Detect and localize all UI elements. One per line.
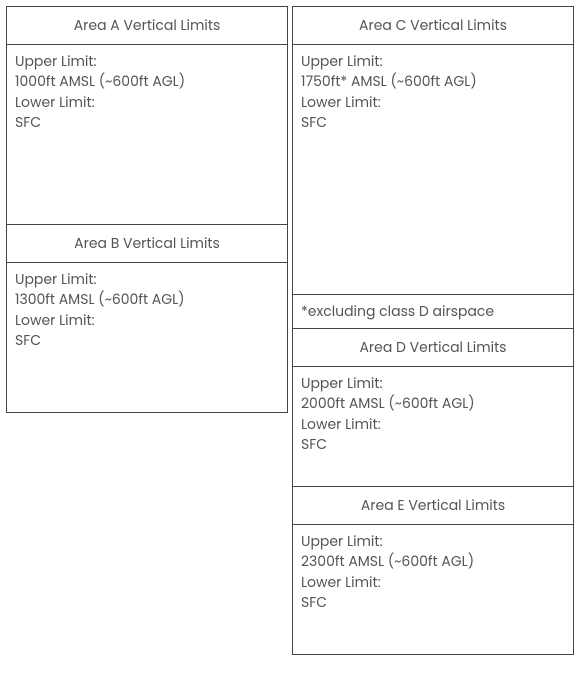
right-column: Area C Vertical Limits Upper Limit: 1750… — [292, 6, 574, 655]
area-c-body: Upper Limit: 1750ft* AMSL (~600ft AGL) L… — [293, 44, 573, 294]
area-c-lower-value: SFC — [301, 112, 565, 132]
area-d-lower-label: Lower Limit: — [301, 414, 565, 434]
area-e-title: Area E Vertical Limits — [293, 487, 573, 524]
area-e-upper-label: Upper Limit: — [301, 531, 565, 551]
area-d-lower-value: SFC — [301, 434, 565, 454]
area-c-lower-label: Lower Limit: — [301, 92, 565, 112]
area-d-upper-value: 2000ft AMSL (~600ft AGL) — [301, 393, 565, 413]
area-b-upper-label: Upper Limit: — [15, 269, 279, 289]
area-c-title: Area C Vertical Limits — [293, 7, 573, 44]
area-e-lower-value: SFC — [301, 592, 565, 612]
area-a-body: Upper Limit: 1000ft AMSL (~600ft AGL) Lo… — [7, 44, 287, 224]
area-b-title: Area B Vertical Limits — [7, 225, 287, 262]
area-a-lower-label: Lower Limit: — [15, 92, 279, 112]
area-d-upper-label: Upper Limit: — [301, 373, 565, 393]
area-a-lower-value: SFC — [15, 112, 279, 132]
left-column: Area A Vertical Limits Upper Limit: 1000… — [6, 6, 288, 413]
area-c-box: Area C Vertical Limits Upper Limit: 1750… — [292, 6, 574, 329]
area-a-upper-label: Upper Limit: — [15, 51, 279, 71]
area-c-upper-label: Upper Limit: — [301, 51, 565, 71]
area-e-box: Area E Vertical Limits Upper Limit: 2300… — [292, 487, 574, 655]
area-a-box: Area A Vertical Limits Upper Limit: 1000… — [6, 6, 288, 225]
area-b-lower-value: SFC — [15, 330, 279, 350]
area-d-body: Upper Limit: 2000ft AMSL (~600ft AGL) Lo… — [293, 366, 573, 486]
area-e-upper-value: 2300ft AMSL (~600ft AGL) — [301, 551, 565, 571]
area-e-lower-label: Lower Limit: — [301, 572, 565, 592]
area-b-upper-value: 1300ft AMSL (~600ft AGL) — [15, 289, 279, 309]
area-a-upper-value: 1000ft AMSL (~600ft AGL) — [15, 71, 279, 91]
area-b-box: Area B Vertical Limits Upper Limit: 1300… — [6, 225, 288, 413]
area-a-title: Area A Vertical Limits — [7, 7, 287, 44]
area-d-box: Area D Vertical Limits Upper Limit: 2000… — [292, 329, 574, 487]
area-e-body: Upper Limit: 2300ft AMSL (~600ft AGL) Lo… — [293, 524, 573, 654]
area-b-lower-label: Lower Limit: — [15, 310, 279, 330]
area-b-body: Upper Limit: 1300ft AMSL (~600ft AGL) Lo… — [7, 262, 287, 412]
area-c-footnote: *excluding class D airspace — [293, 294, 573, 328]
area-d-title: Area D Vertical Limits — [293, 329, 573, 366]
area-c-upper-value: 1750ft* AMSL (~600ft AGL) — [301, 71, 565, 91]
columns: Area A Vertical Limits Upper Limit: 1000… — [6, 6, 574, 655]
